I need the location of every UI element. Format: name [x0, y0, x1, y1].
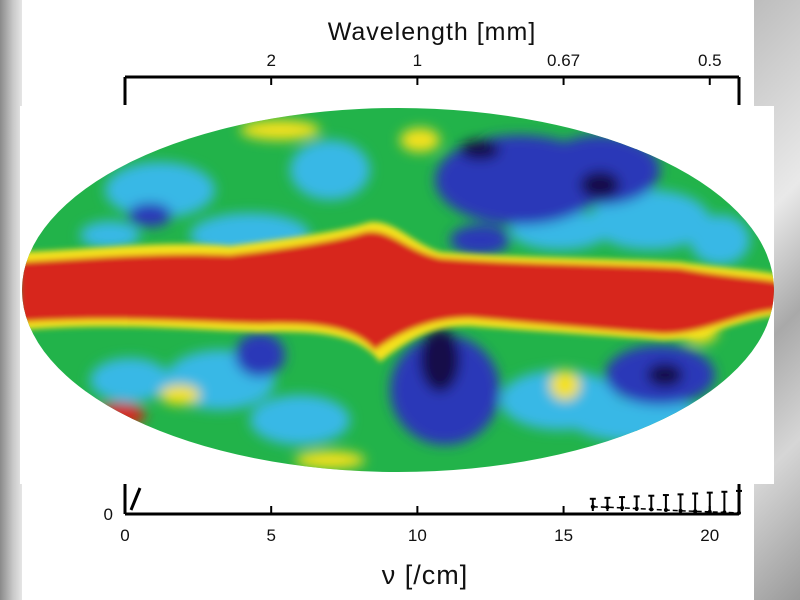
- top-ticks: 2 1 0.67 0.5: [266, 51, 722, 85]
- spectrum-error-bars: [589, 489, 742, 515]
- left-frame-edge: [0, 0, 22, 600]
- galactic-plane-core: [22, 231, 774, 350]
- bottom-tick-label: 10: [408, 526, 427, 545]
- top-tick-label: 2: [266, 51, 275, 70]
- spectrum-point: [663, 508, 668, 513]
- spectrum-point: [678, 508, 683, 513]
- spectrum-point: [620, 505, 625, 510]
- all-sky-map: [22, 108, 774, 472]
- spectrum-point: [634, 506, 639, 511]
- spectrum-point: [722, 510, 727, 515]
- spectrum-point: [605, 505, 610, 510]
- spectrum-point: [737, 510, 741, 515]
- top-axis-label: Wavelength [mm]: [328, 18, 537, 46]
- bottom-axis-label: ν [/cm]: [382, 560, 469, 590]
- bottom-tick-label: 0: [120, 526, 129, 545]
- top-axis: Wavelength [mm] 2 1 0.67 0.5: [123, 18, 741, 105]
- top-tick-label: 1: [413, 51, 422, 70]
- spectrum-point: [707, 509, 712, 514]
- top-tick-label: 0.67: [547, 51, 580, 70]
- bottom-tick-label: 15: [554, 526, 573, 545]
- spectrum-point: [693, 509, 698, 514]
- bottom-tick-label: 20: [700, 526, 719, 545]
- bottom-ticks: 0 5 10 15 20: [120, 506, 719, 545]
- y-tick-label: 0: [104, 505, 113, 524]
- bottom-tick-label: 5: [266, 526, 275, 545]
- top-tick-label: 0.5: [698, 51, 722, 70]
- spectrum-rising-edge: [129, 487, 142, 511]
- spectrum-point: [649, 507, 654, 512]
- spectrum-point: [590, 504, 595, 509]
